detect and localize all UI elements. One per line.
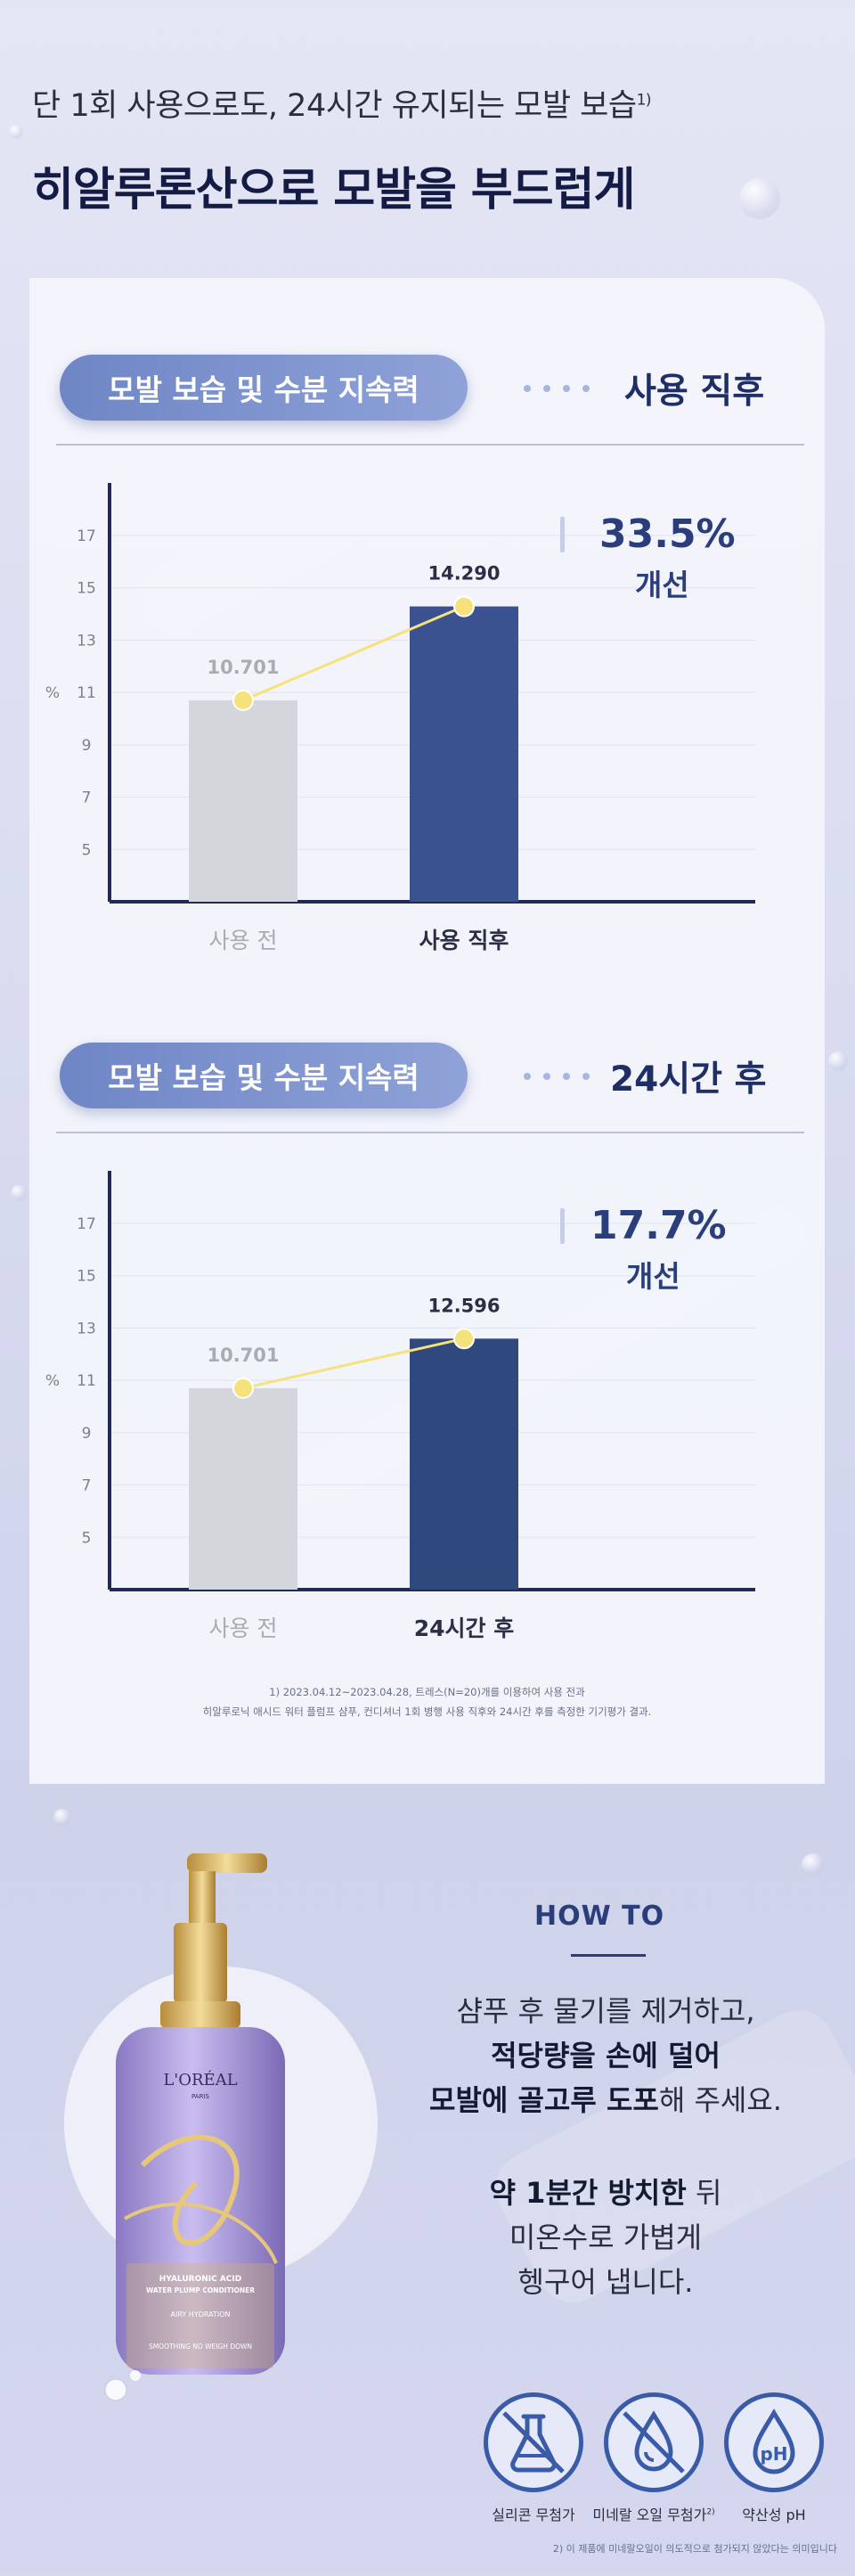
dots-divider <box>524 1073 590 1080</box>
footnote-line: 1) 2023.04.12~2023.04.28, 트레스(N=20)개를 이용… <box>269 1686 585 1698</box>
category-label: 24시간 후 <box>414 1615 515 1641</box>
data-label: 14.290 <box>428 563 500 585</box>
trend-point <box>232 689 254 711</box>
conditioner-bottle-image: L'ORÉAL PARIS HYALURONIC ACID WATER PLUM… <box>104 1853 285 2401</box>
improvement-label: 개선 <box>635 568 689 602</box>
dots-divider <box>524 385 590 392</box>
y-tick-label: 9 <box>82 1425 92 1443</box>
bottle-brand-sub: PARIS <box>191 2093 209 2100</box>
howto-title: HOW TO <box>534 1901 665 1932</box>
y-tick-label: 11 <box>77 1372 96 1390</box>
data-label: 10.701 <box>207 1345 279 1366</box>
trend-point <box>453 595 475 617</box>
bottle-name-line2: WATER PLUMP CONDITIONER <box>146 2286 255 2294</box>
improvement-label: 개선 <box>626 1259 680 1294</box>
stage-title: 24시간 후 <box>610 1059 767 1100</box>
y-tick-label: 5 <box>82 1529 92 1547</box>
improvement-marker <box>560 1208 565 1244</box>
trend-line <box>242 1337 465 1390</box>
badge-label: 약산성 pH <box>742 2506 806 2523</box>
bar <box>189 699 297 902</box>
y-tick-label: 7 <box>82 789 92 807</box>
bottle-name-line1: HYALURONIC ACID <box>159 2275 241 2284</box>
results-card: 모발 보습 및 수분 지속력 사용 직후 5 7 9 11 13 15 17% 10.701 사… <box>29 278 825 1784</box>
improvement-marker <box>560 517 565 552</box>
trend-point <box>232 1377 254 1399</box>
y-tick-label: 7 <box>82 1477 92 1495</box>
data-label: 12.596 <box>428 1295 500 1316</box>
stage-title: 사용 직후 <box>624 372 765 412</box>
bottle-brand: L'ORÉAL <box>163 2069 237 2089</box>
page-subtitle: 단 1회 사용으로도, 24시간 유지되는 모발 보습1) <box>32 88 652 124</box>
category-label: 사용 전 <box>209 1615 278 1641</box>
bar <box>189 1387 297 1590</box>
section-separator <box>56 444 804 446</box>
ph-drop-icon: pH <box>724 2392 824 2492</box>
y-tick-label: 5 <box>82 841 92 859</box>
bar <box>410 1338 518 1590</box>
bar-chart-24h: 5 7 9 11 13 15 17% 10.701 사용 전 12.596 24시간 후 <box>45 1171 755 1641</box>
howto-underline <box>571 1954 646 1957</box>
data-label: 10.701 <box>207 657 279 678</box>
footnote: 1) 2023.04.12~2023.04.28, 트레스(N=20)개를 이용… <box>29 1682 825 1721</box>
y-axis-label: % <box>45 684 60 702</box>
bar-chart-immediate: 5 7 9 11 13 15 17% 10.701 사용 전 14.290 사용 직후 <box>45 483 755 953</box>
section-pill-label: 모발 보습 및 수분 지속력 <box>60 1043 468 1108</box>
header: 단 1회 사용으로도, 24시간 유지되는 모발 보습1) 히알루론산으로 모발… <box>32 80 825 218</box>
improvement-percent: 33.5% <box>599 511 736 557</box>
howto-step-2: 약 1분간 방치한 뒤 미온수로 가볍게 헹구어 냅니다. <box>489 2176 722 2299</box>
no-silicone-flask-icon <box>484 2392 583 2492</box>
trend-point <box>453 1328 475 1350</box>
howto-step-1: 샴푸 후 물기를 제거하고, 적당량을 손에 덜어 모발에 골고루 도포해 주세… <box>429 1994 782 2117</box>
bottle-claim2: SMOOTHING NO WEIGH DOWN <box>149 2343 252 2351</box>
y-tick-label: 17 <box>77 1215 96 1233</box>
badge-label: 실리콘 무첨가 <box>492 2506 575 2523</box>
section-separator <box>56 1132 804 1133</box>
trend-line <box>242 605 465 702</box>
y-tick-label: 13 <box>77 632 96 650</box>
y-tick-label: 11 <box>77 684 96 702</box>
badge-label: 미네랄 오일 무첨가2) <box>592 2506 715 2523</box>
y-tick-label: 13 <box>77 1320 96 1337</box>
category-label: 사용 직후 <box>419 928 509 953</box>
category-label: 사용 전 <box>209 928 278 953</box>
y-tick-label: 9 <box>82 737 92 755</box>
y-tick-label: 17 <box>77 527 96 545</box>
improvement-percent: 17.7% <box>590 1203 727 1248</box>
ph-text: pH <box>760 2443 787 2465</box>
y-tick-label: 15 <box>77 580 96 598</box>
page-title: 히알루론산으로 모발을 부드럽게 <box>32 164 635 217</box>
bottom-footnote: 2) 이 제품에 미네랄오일이 의도적으로 첨가되지 않았다는 의미입니다 <box>552 2543 837 2555</box>
bottle-claim1: AIRY HYDRATION <box>171 2310 231 2318</box>
section-pill-label: 모발 보습 및 수분 지속력 <box>60 355 468 421</box>
y-tick-label: 15 <box>77 1268 96 1286</box>
bar <box>410 606 518 902</box>
no-mineral-oil-drop-icon <box>604 2392 704 2492</box>
footnote-line: 히알루로닉 애시드 워터 플럼프 샴푸, 컨디셔너 1회 병행 사용 직후와 2… <box>202 1705 652 1718</box>
y-axis-label: % <box>45 1372 60 1390</box>
